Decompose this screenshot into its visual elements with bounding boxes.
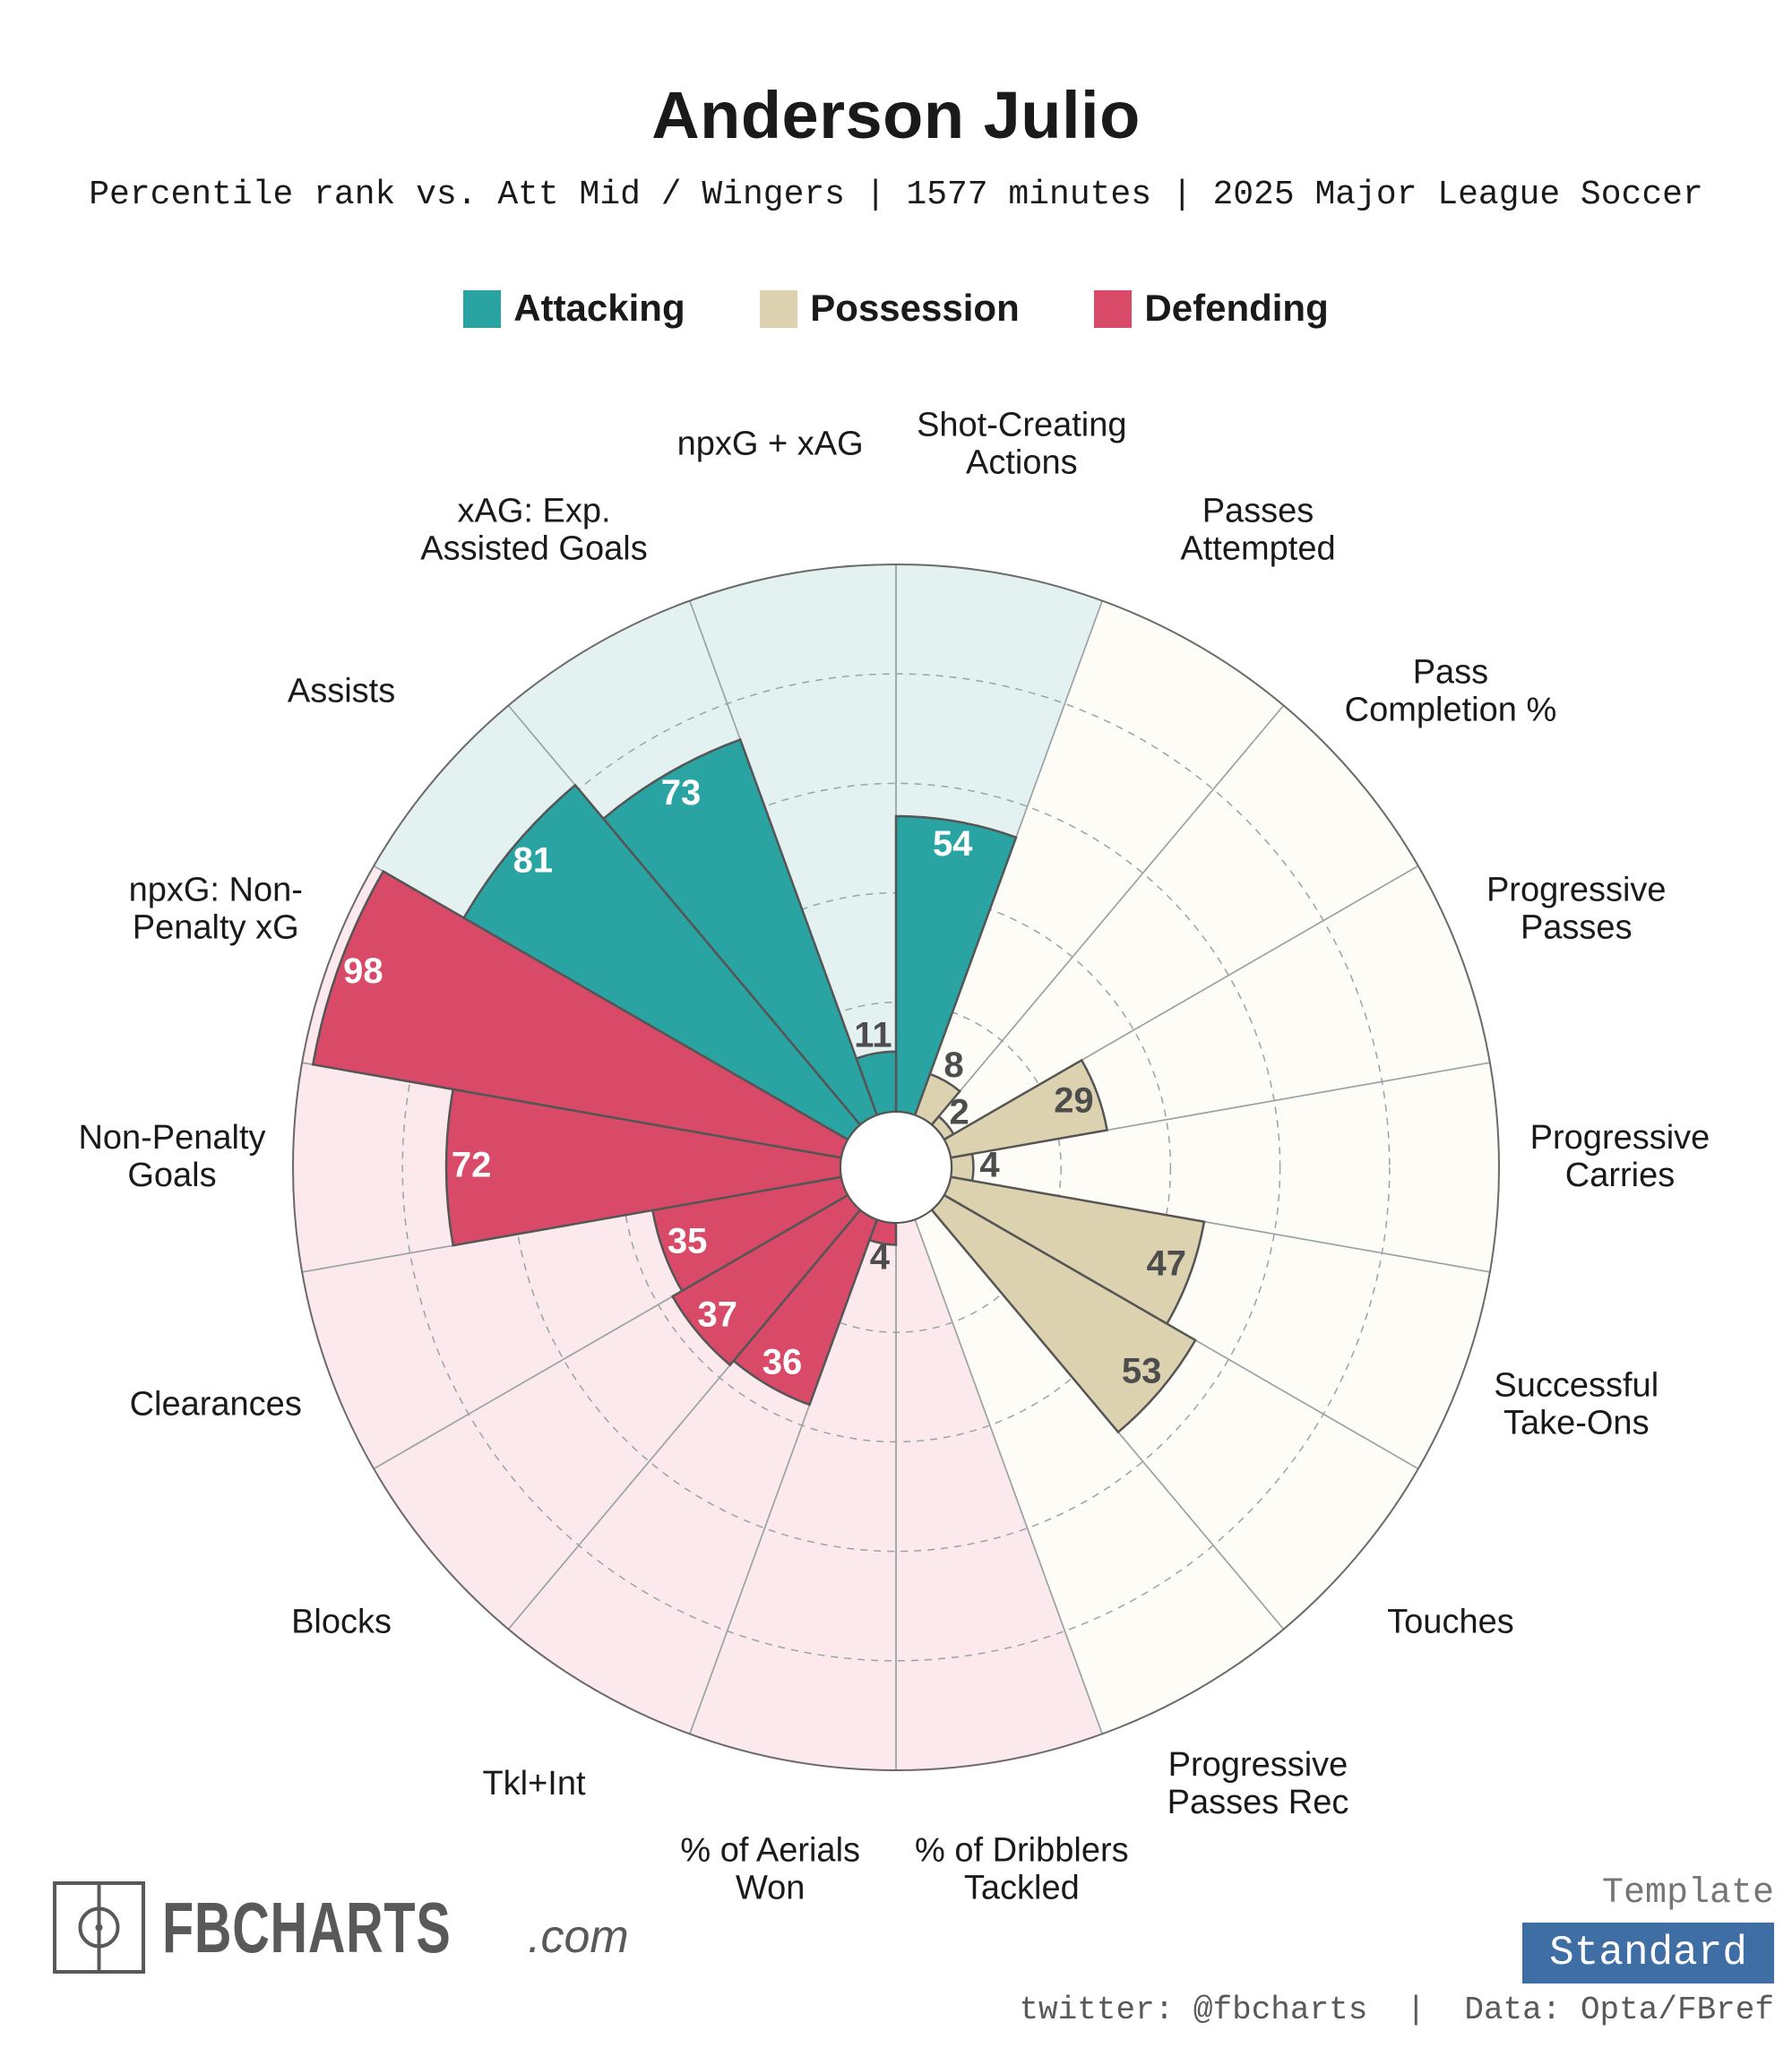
svg-text:npxG + xAG: npxG + xAG <box>677 425 864 462</box>
svg-text:FBCHARTS: FBCHARTS <box>162 1888 451 1968</box>
svg-text:54: 54 <box>933 824 973 864</box>
svg-text:npxG: Non-Penalty xG: npxG: Non-Penalty xG <box>129 872 303 947</box>
svg-text:Assists: Assists <box>288 673 395 710</box>
svg-text:81: 81 <box>513 841 554 881</box>
svg-text:Tkl+Int: Tkl+Int <box>482 1765 586 1803</box>
svg-text:53: 53 <box>1122 1352 1162 1391</box>
svg-text:4: 4 <box>979 1146 1000 1185</box>
svg-text:73: 73 <box>661 773 702 813</box>
svg-text:47: 47 <box>1147 1243 1187 1283</box>
svg-text:4: 4 <box>870 1237 891 1277</box>
svg-text:35: 35 <box>668 1221 708 1261</box>
svg-text:72: 72 <box>452 1146 492 1185</box>
svg-text:Touches: Touches <box>1387 1603 1514 1640</box>
svg-text:98: 98 <box>343 951 383 991</box>
svg-text:Clearances: Clearances <box>130 1385 302 1423</box>
svg-text:2: 2 <box>950 1092 969 1132</box>
svg-text:Blocks: Blocks <box>291 1603 392 1640</box>
svg-text:29: 29 <box>1054 1080 1094 1120</box>
svg-text:37: 37 <box>698 1295 738 1335</box>
svg-text:36: 36 <box>762 1343 803 1382</box>
svg-text:8: 8 <box>943 1046 963 1085</box>
svg-text:xAG: Exp.Assisted Goals: xAG: Exp. Assisted Goals <box>420 492 647 567</box>
svg-text:.com: .com <box>528 1911 629 1963</box>
svg-text:11: 11 <box>854 1016 892 1055</box>
